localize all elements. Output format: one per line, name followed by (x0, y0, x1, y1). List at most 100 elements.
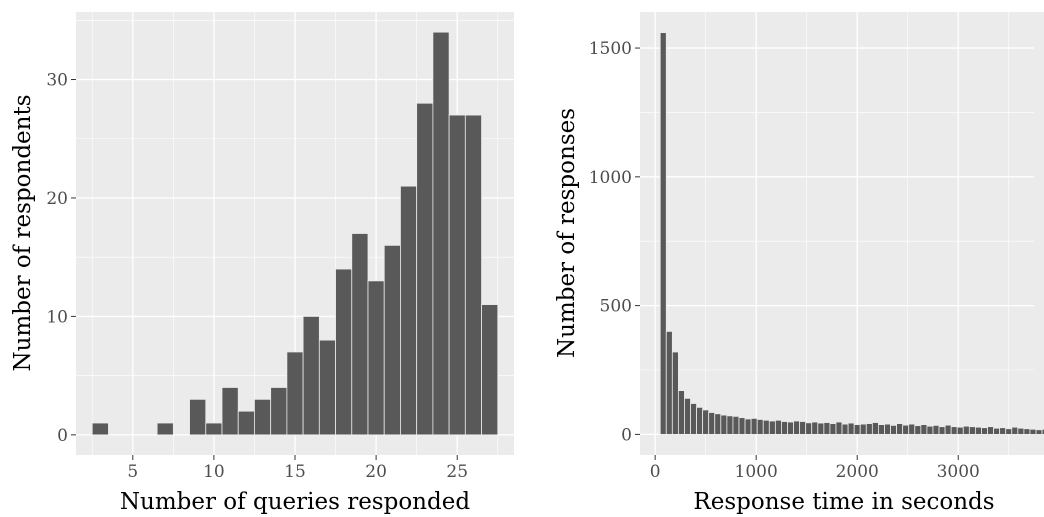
y-tick-label: 500 (600, 297, 632, 317)
histogram-bar (383, 244, 401, 436)
histogram-bar (932, 424, 940, 435)
histogram-bar (817, 422, 825, 435)
histogram-bar (956, 426, 964, 435)
x-tick-label: 25 (446, 462, 468, 482)
histogram-bar (762, 419, 770, 435)
y-tick-label: 0 (621, 425, 632, 445)
x-tick-label: 2000 (836, 462, 879, 482)
histogram-bar (714, 413, 722, 435)
histogram-bar (665, 330, 673, 435)
histogram-bar (774, 419, 782, 435)
histogram-bar (189, 398, 207, 436)
histogram-bar (987, 426, 994, 435)
histogram-bar (677, 390, 685, 435)
histogram-bar (221, 387, 239, 436)
histogram-bar (890, 424, 898, 435)
histogram-bar (756, 419, 764, 435)
right-gridlines (640, 12, 1034, 455)
x-tick-label: 3000 (937, 462, 980, 482)
histogram-bar (671, 351, 679, 435)
histogram-bar (896, 423, 904, 435)
x-tick-label: 1000 (735, 462, 778, 482)
right-plot-panel (640, 12, 1044, 455)
histogram-bar (481, 304, 499, 436)
histogram-bar (302, 316, 320, 436)
histogram-bar (975, 426, 982, 435)
y-tick-label: 20 (46, 189, 68, 209)
histogram-bar (865, 423, 873, 435)
histogram-bar (702, 409, 710, 435)
left-histogram: 5 10 15 20 25 0 10 20 30 Number of queries resp… (10, 12, 514, 515)
histogram-bar (835, 421, 843, 435)
histogram-bar (270, 387, 288, 436)
x-tick-label: 20 (365, 462, 387, 482)
histogram-bar (335, 268, 353, 436)
left-x-axis-title: Number of queries responded (120, 489, 470, 515)
histogram-bar (993, 427, 1001, 435)
histogram-bar (464, 114, 482, 436)
histogram-bar (732, 415, 740, 435)
histogram-bar (805, 422, 813, 435)
left-y-ticks: 0 10 20 30 (46, 71, 76, 446)
x-tick-label: 5 (127, 462, 138, 482)
histogram-bar (738, 417, 746, 435)
histogram-bar (696, 406, 704, 435)
histogram-bar (823, 422, 831, 435)
histogram-bar (871, 422, 879, 435)
histogram-bar (726, 415, 734, 435)
histogram-bar (744, 418, 752, 435)
right-histogram: 0 1000 2000 3000 0 500 1000 1500 Response time… (554, 12, 1044, 515)
histogram-bar (926, 425, 934, 435)
histogram-bar (793, 420, 801, 435)
x-tick-label: 0 (650, 462, 661, 482)
histogram-bar (432, 31, 450, 436)
histogram-bar (448, 114, 466, 436)
y-tick-label: 1500 (589, 39, 632, 59)
histogram-bar (659, 32, 667, 435)
histogram-bar (799, 421, 807, 435)
histogram-bar (318, 339, 336, 436)
histogram-bar (690, 403, 697, 435)
histogram-bar (787, 421, 794, 435)
histogram-bar (367, 280, 385, 436)
histogram-bar (400, 185, 418, 436)
histogram-bar (286, 351, 304, 436)
histogram-bar (781, 421, 788, 435)
y-tick-label: 10 (46, 307, 68, 327)
histogram-bar (1023, 428, 1031, 435)
histogram-bar (944, 424, 952, 435)
histogram-bar (829, 423, 837, 435)
histogram-bar (1035, 429, 1043, 435)
histogram-bar (841, 423, 849, 435)
histogram-bar (859, 423, 867, 435)
histogram-bar (684, 397, 691, 435)
histogram-bar (156, 422, 174, 436)
right-y-ticks: 0 500 1000 1500 (589, 39, 640, 445)
histogram-bar (914, 425, 922, 435)
right-x-ticks: 0 1000 2000 3000 (650, 455, 980, 482)
histogram-bar (1041, 428, 1044, 435)
right-x-axis-title: Response time in seconds (693, 489, 994, 515)
left-bars (91, 31, 499, 436)
histogram-bar (768, 420, 776, 435)
histogram-bar (416, 102, 434, 436)
left-y-axis-title: Number of respondents (10, 94, 36, 371)
left-x-ticks: 5 10 15 20 25 (127, 455, 468, 482)
histogram-bar (254, 398, 272, 436)
histogram-bar (351, 233, 369, 436)
histogram-bar (884, 423, 891, 435)
x-tick-label: 15 (284, 462, 306, 482)
histogram-bar (720, 414, 728, 435)
histogram-bar (1005, 428, 1013, 435)
histogram-bar (920, 424, 928, 435)
histogram-bar (938, 426, 946, 435)
histogram-bar (1017, 427, 1025, 435)
right-bars (659, 32, 1044, 435)
histogram-bar (205, 422, 223, 436)
histogram-bar (1029, 428, 1037, 435)
right-y-axis-title: Number of responses (554, 108, 580, 358)
histogram-bar (950, 426, 958, 435)
y-tick-label: 30 (46, 71, 68, 91)
histogram-bar (237, 410, 255, 436)
